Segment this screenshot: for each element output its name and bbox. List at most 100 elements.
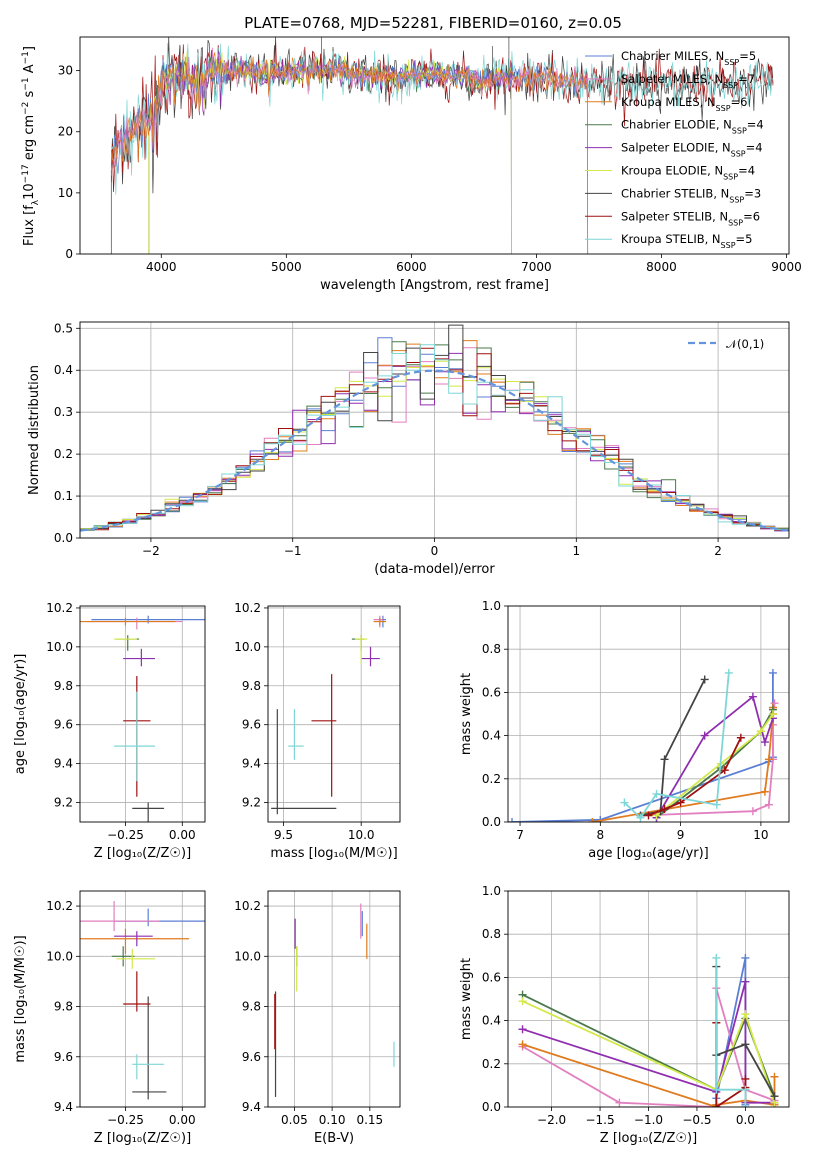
y-tick-label: 10 xyxy=(58,186,73,200)
y-tick-label: 9.4 xyxy=(54,757,73,771)
mass-weight-marker xyxy=(760,787,769,796)
plot-area xyxy=(110,37,774,254)
y-tick-label: 0.6 xyxy=(482,685,501,699)
x-tick-label: 0.05 xyxy=(281,1113,308,1127)
y-axis-label: mass [log₁₀(M/M☉)] xyxy=(13,935,28,1062)
age-vs-metallicity-panel: −0.25 0.00 9.2 9.4 9.6 9.8 10.0 10.2 Z [log₁₀(Z/… xyxy=(13,601,206,861)
legend-label: Kroupa ELODIE, NSSP=4 xyxy=(621,164,755,182)
mass-weight-marker xyxy=(700,731,709,740)
gaussian-curve xyxy=(80,369,789,532)
y-tick-label: 9.8 xyxy=(242,1000,261,1014)
mass-weight-line-chabrier-elodie xyxy=(655,709,774,819)
spectrum-line-chabrier-elodie xyxy=(148,57,512,254)
x-axis-label: Z [log₁₀(Z/Z☉)] xyxy=(94,846,191,861)
mass-weight-line-kroupa-elodie xyxy=(655,713,774,817)
y-tick-label: 10.0 xyxy=(46,949,73,963)
x-tick-label: 0.00 xyxy=(169,828,196,842)
y-tick-label: 10.0 xyxy=(234,640,261,654)
x-tick-label: 8000 xyxy=(646,260,677,274)
legend-label: 𝒩(0,1) xyxy=(726,337,764,351)
x-tick-label: −2.0 xyxy=(537,1113,566,1127)
x-tick-label: 1 xyxy=(572,544,580,558)
x-tick-label: 0.00 xyxy=(169,1113,196,1127)
legend-label: Chabrier MILES, NSSP=5 xyxy=(621,49,756,67)
mass-weight-marker xyxy=(741,953,750,962)
y-tick-label: 9.4 xyxy=(242,757,261,771)
mass-weight-marker xyxy=(518,1025,527,1034)
y-tick-label: 0.4 xyxy=(482,729,501,743)
y-axis-label: mass weight xyxy=(459,673,474,755)
x-tick-label: −0.5 xyxy=(682,1113,711,1127)
mass-weight-marker xyxy=(741,1085,750,1094)
massweight-vs-metallicity-panel: −2.0 −1.5 −1.0 −0.5 0.0 0.0 0.2 0.4 0.6 0.8 1.0 Z [… xyxy=(459,884,790,1146)
y-tick-label: 0.0 xyxy=(54,531,73,545)
y-axis-label: mass weight xyxy=(459,958,474,1040)
y-axis-label: Flux [fλ10−17 erg cm−2 s−1 A−1] xyxy=(21,46,41,246)
y-tick-label: 9.2 xyxy=(242,796,261,810)
plot-area xyxy=(80,901,205,1100)
mass-weight-marker xyxy=(741,977,750,986)
y-tick-label: 9.6 xyxy=(242,1050,261,1064)
mass-weight-marker xyxy=(660,755,669,764)
plot-area xyxy=(274,903,395,1097)
mass-weight-marker xyxy=(660,805,669,814)
y-tick-label: 0.1 xyxy=(54,489,73,503)
x-axis-label: mass [log₁₀(M/M☉)] xyxy=(270,846,397,861)
x-tick-label: 10.0 xyxy=(348,828,375,842)
mass-weight-line-kroupa-stelib xyxy=(715,958,747,1107)
x-tick-label: −0.25 xyxy=(107,828,144,842)
mass-vs-metallicity-panel: −0.25 0.00 9.4 9.6 9.8 10.0 10.2 Z [log₁₀(Z/Z☉)… xyxy=(13,890,206,1146)
y-tick-label: 0.2 xyxy=(482,1057,501,1071)
legend-label: Salpeter ELODIE, NSSP=4 xyxy=(621,141,763,159)
mass-weight-marker xyxy=(760,738,769,747)
axes-frame xyxy=(79,605,206,823)
x-tick-label: 9000 xyxy=(771,260,802,274)
x-tick-label: 0 xyxy=(431,544,439,558)
mass-weight-marker xyxy=(636,813,645,822)
legend-label: Chabrier ELODIE, NSSP=4 xyxy=(621,118,764,136)
mass-weight-marker xyxy=(736,733,745,742)
y-tick-label: 9.2 xyxy=(54,796,73,810)
plot-area xyxy=(80,615,205,822)
legend-label: Salpeter MILES, NSSP=7 xyxy=(621,72,755,90)
mass-weight-marker xyxy=(518,997,527,1006)
y-tick-label: 9.8 xyxy=(242,679,261,693)
y-tick-label: 9.8 xyxy=(54,1000,73,1014)
mass-weight-marker xyxy=(770,699,779,708)
mass-weight-marker xyxy=(615,1098,624,1107)
spectrum-line-salpeter-miles xyxy=(110,47,589,254)
y-tick-label: 9.6 xyxy=(54,718,73,732)
legend-label: Salpeter STELIB, NSSP=6 xyxy=(621,209,760,227)
y-tick-label: 0.0 xyxy=(482,815,501,829)
mass-weight-marker xyxy=(770,1092,779,1101)
x-axis-label: age [log₁₀(age/yr)] xyxy=(588,846,709,861)
mass-weight-marker xyxy=(676,798,685,807)
x-tick-label: −1.5 xyxy=(585,1113,614,1127)
mass-weight-marker xyxy=(741,1010,750,1019)
axes-frame xyxy=(79,36,790,255)
x-tick-label: 8 xyxy=(597,828,605,842)
mass-weight-marker xyxy=(741,1103,750,1107)
x-tick-label: 4000 xyxy=(146,260,177,274)
mass-weight-line-chabrier-stelib xyxy=(640,678,706,817)
x-tick-label: −0.25 xyxy=(107,1113,144,1127)
y-tick-label: 1.0 xyxy=(482,599,501,613)
y-tick-label: 0.6 xyxy=(482,970,501,984)
y-axis-label: age [log₁₀(age/yr)] xyxy=(13,654,28,775)
y-tick-label: 1.0 xyxy=(482,884,501,898)
y-tick-label: 0.8 xyxy=(482,642,501,656)
legend-label: Kroupa MILES, NSSP=6 xyxy=(621,95,747,113)
residuals-panel: −2 −1 0 1 2 0.0 0.1 0.2 0.3 0.4 0.5 (data-model)/er… xyxy=(27,321,790,577)
mass-weight-marker xyxy=(741,1074,750,1083)
mass-vs-extinction-panel: 0.05 0.10 0.15 9.4 9.6 9.8 10.0 10.2 E(B-V) xyxy=(234,890,401,1146)
y-tick-label: 0.3 xyxy=(54,405,73,419)
y-tick-label: 0.8 xyxy=(482,927,501,941)
plot-area xyxy=(80,324,789,538)
mass-weight-marker xyxy=(720,766,729,775)
y-tick-label: 10.0 xyxy=(46,640,73,654)
x-axis-label: (data-model)/error xyxy=(374,562,495,577)
x-tick-label: 0.15 xyxy=(356,1113,383,1127)
y-tick-label: 0.5 xyxy=(54,321,73,335)
y-tick-label: 10.0 xyxy=(234,949,261,963)
mass-weight-marker xyxy=(518,1040,527,1049)
